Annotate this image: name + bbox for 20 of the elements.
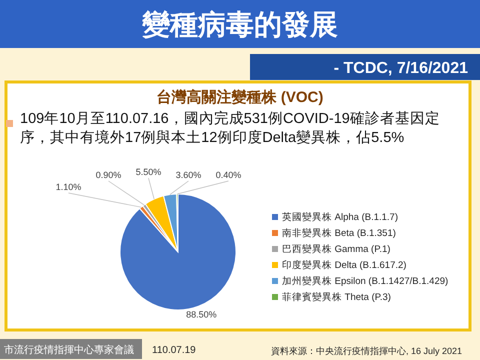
source-note: 資料來源：中央流行疫情指揮中心, 16 July 2021 [270,346,462,356]
data-label: 0.90% [96,170,122,180]
data-label: 5.50% [136,167,162,177]
text: 市流行疫情指揮中心專家會議 [4,344,134,356]
legend-label: 菲律賓變異株 Theta (P.3) [282,291,391,303]
data-label: 88.50% [186,310,217,320]
data-label: 3.60% [176,170,202,180]
data-label: 0.40% [216,170,242,180]
legend-label: 加州變異株 Epsilon (B.1.1427/B.1.429) [282,275,448,287]
legend-label: 印度變異株 Delta (B.1.617.2) [282,259,406,271]
legend-label: 巴西變異株 Gamma (P.1) [282,243,390,255]
chart-subtitle: - TCDC, 7/16/2021 [334,60,468,77]
data-label: 1.10% [56,182,82,192]
chart-title: 變種病毒的發展 [142,9,338,40]
pie-slice [120,194,236,310]
text: 109年10月至110.07.16，國內完成531例COVID-19確診者基因定序，其中有境外17例與本土12例印度Delta變異株，佔5.5% [20,110,441,148]
legend-label: 英國變異株 Alpha (B.1.1.7) [282,211,398,223]
legend-label: 南非變異株 Beta (B.1.351) [282,227,396,239]
text: 台灣高關注變種株 (VOC) [156,88,324,106]
text: 110.07.19 [152,345,196,356]
